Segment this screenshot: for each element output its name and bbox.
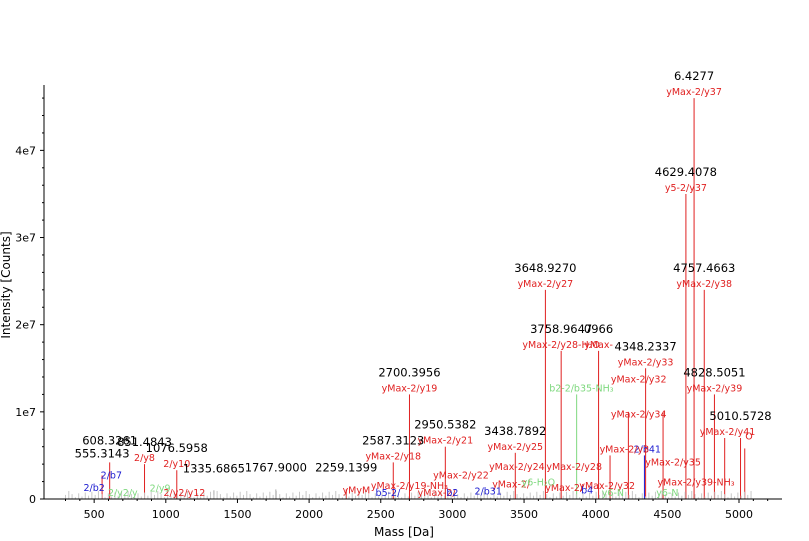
mass-label: 851.4843 bbox=[117, 435, 172, 449]
peak-series bbox=[64, 98, 752, 499]
ion-annotations: 2/y82/y102/b7yMax-2/y18yMax-2/y19yMax-2/… bbox=[83, 87, 755, 499]
mass-label: 2950.5382 bbox=[414, 418, 476, 432]
ion-label: yMax-2/y38 bbox=[676, 279, 732, 290]
ion-label: yMax- bbox=[584, 340, 613, 351]
mass-label: 6.4277 bbox=[674, 69, 714, 83]
ion-label: 2/b31 bbox=[475, 486, 502, 497]
ion-label: yMax-2/ bbox=[545, 483, 584, 494]
x-tick-label: 1000 bbox=[152, 508, 180, 521]
ion-label: yMax-2/y21 bbox=[417, 436, 473, 447]
ion-label: yMax-2/y37 bbox=[666, 87, 722, 98]
ion-label: yMax-2/y19-NH₃ bbox=[371, 481, 448, 492]
x-tick-label: 4500 bbox=[653, 508, 681, 521]
ion-label: yMax-2/y32 bbox=[611, 375, 667, 386]
mass-label: 2700.3956 bbox=[378, 365, 440, 379]
x-tick-label: 4000 bbox=[582, 508, 610, 521]
ion-label: O bbox=[745, 431, 752, 442]
ion-label: y5-2/y37 bbox=[665, 183, 707, 194]
ion-label: y6-H₂O bbox=[522, 478, 556, 489]
y-tick-label: 1e7 bbox=[15, 406, 36, 419]
mass-label: 3438.7892 bbox=[484, 424, 546, 438]
ion-label: yMax-2/y39 bbox=[687, 383, 743, 394]
axes: 500 1000 1500 2000 2500 3000 3500 4000 4500 5000 0… bbox=[15, 85, 782, 521]
ion-label: yMax-2/y18 bbox=[365, 451, 421, 462]
mass-label: 608.3261 bbox=[82, 433, 137, 447]
ion-label: 2/y8 bbox=[134, 453, 155, 464]
x-tick-label: 2000 bbox=[295, 508, 323, 521]
ion-label: yMax-2/y34 bbox=[611, 410, 667, 421]
y-tick-label: 3e7 bbox=[15, 232, 36, 245]
x-tick-label: 500 bbox=[84, 508, 105, 521]
ion-label: yMax-2/y39-NH₃ bbox=[657, 478, 734, 489]
mass-label: 5010.5728 bbox=[709, 409, 771, 423]
ion-label: yMax-2/y24 bbox=[489, 462, 545, 473]
x-tick-label: 1500 bbox=[223, 508, 251, 521]
ion-label: y6-N bbox=[656, 488, 678, 499]
ion-label: yMax-2/y22 bbox=[433, 471, 489, 482]
ion-label: yMax-2/y3 bbox=[600, 444, 650, 455]
y-tick-label: 2e7 bbox=[15, 319, 36, 332]
mass-label: 555.3143 bbox=[75, 446, 130, 460]
y-axis-label: Intensity [Counts] bbox=[0, 231, 13, 338]
mass-label: 4629.4078 bbox=[655, 165, 717, 179]
mass-label: 1335.6865 bbox=[183, 461, 245, 475]
mass-label: 3758.9647 bbox=[530, 322, 592, 336]
x-tick-label: 5000 bbox=[725, 508, 753, 521]
y-tick-label: 4e7 bbox=[15, 144, 36, 157]
x-tick-label: 3500 bbox=[510, 508, 538, 521]
mass-label: 1767.9000 bbox=[245, 460, 307, 474]
ion-label: yMax-2/y28 bbox=[546, 462, 602, 473]
mass-label: 3648.9270 bbox=[514, 261, 576, 275]
mass-label: 4348.2337 bbox=[615, 339, 677, 353]
mass-label: 2587.3123 bbox=[362, 433, 424, 447]
mass-label: 4828.5051 bbox=[683, 365, 745, 379]
ion-label: 2/y2/y bbox=[108, 488, 138, 499]
ion-label: yMax-2/y41 bbox=[700, 427, 756, 438]
ion-label: b4 bbox=[581, 485, 593, 496]
x-axis-label: Mass [Da] bbox=[374, 525, 434, 539]
ion-label: yMax-2/y25 bbox=[487, 442, 543, 453]
ion-label: 2/y10 bbox=[163, 459, 190, 470]
ion-label: yMax-2/y19 bbox=[382, 383, 438, 394]
ion-label: yMyM bbox=[343, 485, 371, 496]
ion-label: 2/b2 bbox=[83, 483, 104, 494]
x-tick-label: 3000 bbox=[438, 508, 466, 521]
ion-label: yMax-2/y33 bbox=[618, 357, 674, 368]
ion-label: b2 bbox=[446, 488, 458, 499]
ion-label: y6-N bbox=[602, 488, 624, 499]
ion-label: 2/y9 bbox=[150, 484, 171, 495]
ion-label: 2/y2/y12 bbox=[164, 488, 206, 499]
ion-label: 2/b41 bbox=[634, 444, 661, 455]
x-tick-label: 2500 bbox=[367, 508, 395, 521]
ion-label: yMax-2/ bbox=[492, 479, 531, 490]
ion-label: b5-2/ bbox=[376, 488, 402, 499]
ion-label: yMax-2/y28-H₂O bbox=[522, 340, 600, 351]
y-tick-label: 0 bbox=[29, 493, 36, 506]
mass-label: 4757.4663 bbox=[673, 261, 735, 275]
ion-label: yMax-2/y32 bbox=[579, 481, 635, 492]
ion-label: yMax-2/ bbox=[418, 488, 457, 499]
ion-label: b2-2/b35-NH₃ bbox=[549, 383, 614, 394]
mass-label: 2259.1399 bbox=[315, 460, 377, 474]
ion-label: yMax-2/y27 bbox=[518, 279, 574, 290]
ion-label: yMax-2/y35 bbox=[645, 457, 701, 468]
mass-label: 0966 bbox=[584, 322, 613, 336]
ion-label: 2/b7 bbox=[101, 471, 122, 482]
mass-label: 1076.5958 bbox=[146, 441, 208, 455]
